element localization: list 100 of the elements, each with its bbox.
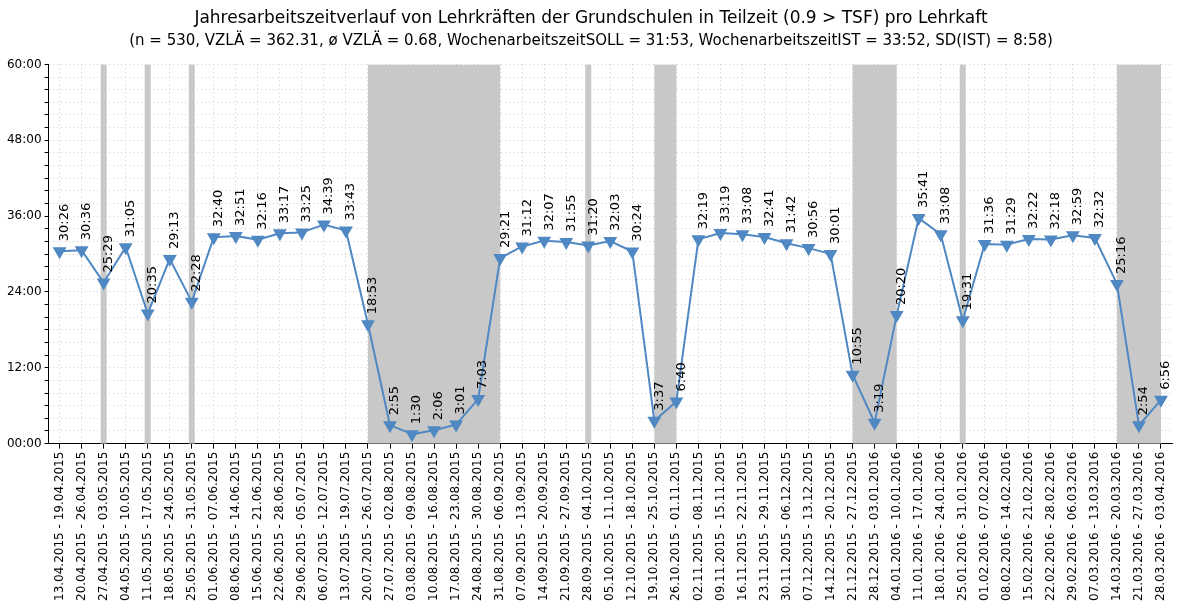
- data-label: 32:03: [606, 193, 622, 232]
- data-label: 30:01: [826, 206, 842, 244]
- data-label: 32:19: [694, 191, 710, 230]
- y-tick-label: 36:00: [6, 208, 42, 223]
- data-label: 32:32: [1091, 190, 1107, 228]
- x-tick-label: 15.02.2016 - 21.02.2016: [1020, 451, 1035, 601]
- point: [1066, 231, 1080, 243]
- point: [317, 220, 331, 232]
- point: [626, 247, 639, 259]
- point: [978, 239, 991, 251]
- data-label: 1:30: [408, 394, 424, 425]
- x-tick-label: 19.10.2015 - 25.10.2015: [646, 451, 661, 601]
- x-tick-label: 28.03.2016 - 03.04.2016: [1153, 451, 1168, 601]
- data-label: 2:54: [1135, 386, 1151, 416]
- point: [427, 426, 441, 438]
- x-tick-label: 13.07.2015 - 19.07.2015: [338, 451, 353, 601]
- point: [97, 278, 110, 290]
- x-tick-label: 14.09.2015 - 20.09.2015: [536, 451, 551, 601]
- data-label: 25:29: [100, 235, 116, 273]
- x-tick-label: 26.10.2015 - 01.11.2015: [668, 451, 683, 601]
- data-label: 35:41: [915, 170, 931, 209]
- data-label: 3:19: [871, 383, 886, 413]
- data-label: 3:01: [452, 385, 468, 415]
- data-label: 29:13: [166, 211, 182, 249]
- point: [1044, 235, 1058, 247]
- data-label: 31:05: [122, 199, 138, 238]
- x-tick-label: 20.07.2015 - 26.07.2015: [360, 451, 375, 601]
- data-label: 32:41: [760, 189, 776, 228]
- x-tick-label: 07.03.2016 - 13.03.2016: [1087, 451, 1102, 601]
- data-label: 20:35: [144, 266, 160, 304]
- x-tick-label: 16.11.2015 - 22.11.2015: [734, 451, 749, 601]
- x-tick-label: 07.12.2015 - 13.12.2015: [800, 451, 815, 601]
- point: [538, 236, 551, 248]
- x-tick-label: 21.12.2015 - 27.12.2015: [844, 451, 859, 601]
- data-label: 33:19: [716, 185, 732, 224]
- point: [736, 230, 749, 242]
- x-tick-label: 30.11.2015 - 06.12.2015: [778, 451, 793, 601]
- point: [692, 235, 705, 247]
- data-label: 30:26: [55, 203, 71, 242]
- point: [515, 242, 529, 254]
- x-tick-label: 20.04.2015 - 26.04.2015: [73, 451, 88, 601]
- point: [912, 214, 925, 226]
- x-tick-label: 28.12.2015 - 03.01.2016: [866, 451, 881, 601]
- point: [361, 320, 375, 332]
- point: [185, 297, 198, 309]
- x-tick-label: 25.01.2016 - 31.01.2016: [954, 451, 969, 601]
- x-tick-label: 22.06.2015 - 28.06.2015: [272, 451, 286, 601]
- point: [207, 233, 220, 245]
- x-tick-label: 12.10.2015 - 18.10.2015: [624, 451, 639, 601]
- x-tick-label: 13.04.2015 - 19.04.2015: [51, 451, 66, 601]
- data-label: 32:22: [1025, 191, 1041, 230]
- x-tick-label: 29.06.2015 - 05.07.2015: [294, 451, 309, 601]
- point: [648, 416, 661, 428]
- point: [1110, 279, 1124, 291]
- point: [560, 237, 573, 249]
- point: [802, 244, 815, 256]
- data-label: 33:17: [276, 185, 292, 224]
- point: [846, 370, 859, 382]
- point: [1000, 240, 1013, 252]
- point: [383, 421, 397, 433]
- x-tick-label: 06.07.2015 - 12.07.2015: [316, 451, 331, 601]
- point: [582, 241, 595, 253]
- x-tick-label: 02.11.2015 - 08.11.2015: [690, 451, 705, 601]
- x-tick-label: 25.05.2015 - 31.05.2015: [183, 451, 198, 601]
- data-label: 30:56: [804, 200, 820, 239]
- data-label: 33:43: [342, 183, 358, 221]
- y-tick-label: 00:00: [6, 435, 42, 450]
- point: [163, 254, 176, 266]
- point: [1154, 395, 1168, 407]
- data-label: 10:55: [848, 327, 864, 365]
- data-label: 31:29: [1003, 197, 1019, 235]
- chart-subtitle: (n = 530, VZLÄ = 362.31, ø VZLÄ = 0.68, WochenarbeitszeitSOLL = 31:53, WochenarbeitszeitIST = 33:52, SD(IST) = 8:58): [129, 30, 1053, 50]
- data-label: 22:28: [188, 254, 204, 292]
- x-tick-label: 29.02.2016 - 06.03.2016: [1065, 451, 1079, 601]
- y-tick-label: 60:00: [6, 56, 42, 71]
- x-tick-label: 14.03.2016 - 20.03.2016: [1109, 451, 1124, 601]
- x-tick-label: 05.10.2015 - 11.10.2015: [602, 451, 617, 601]
- point: [229, 232, 243, 243]
- data-label: 32:18: [1047, 192, 1063, 230]
- data-label: 29:21: [496, 210, 512, 249]
- data-label: 32:51: [232, 188, 248, 226]
- point: [890, 311, 903, 323]
- x-tick-label: 31.08.2015 - 06.09.2015: [492, 451, 507, 601]
- data-label: 33:25: [298, 184, 314, 223]
- data-label: 31:12: [518, 198, 534, 237]
- x-tick-label: 15.06.2015 - 21.06.2015: [249, 451, 264, 601]
- point: [251, 235, 265, 247]
- point: [956, 316, 969, 328]
- x-tick-label: 10.08.2015 - 16.08.2015: [426, 451, 441, 601]
- point: [493, 254, 507, 266]
- point: [141, 309, 154, 321]
- x-tick-label: 28.09.2015 - 04.10.2015: [580, 451, 595, 601]
- point: [339, 226, 353, 238]
- data-label: 30:36: [78, 202, 93, 241]
- x-tick-label: 27.07.2015 - 02.08.2015: [382, 451, 397, 601]
- x-tick-label: 22.02.2016 - 28.02.2016: [1042, 451, 1057, 601]
- x-tick-label: 07.09.2015 - 13.09.2015: [514, 451, 529, 601]
- point: [449, 420, 463, 432]
- point: [868, 418, 881, 430]
- chart-title: Jahresarbeitszeitverlauf von Lehrkräften der Grundschulen in Teilzeit (0.9 > TSF) pro Lehrkaft: [193, 6, 988, 27]
